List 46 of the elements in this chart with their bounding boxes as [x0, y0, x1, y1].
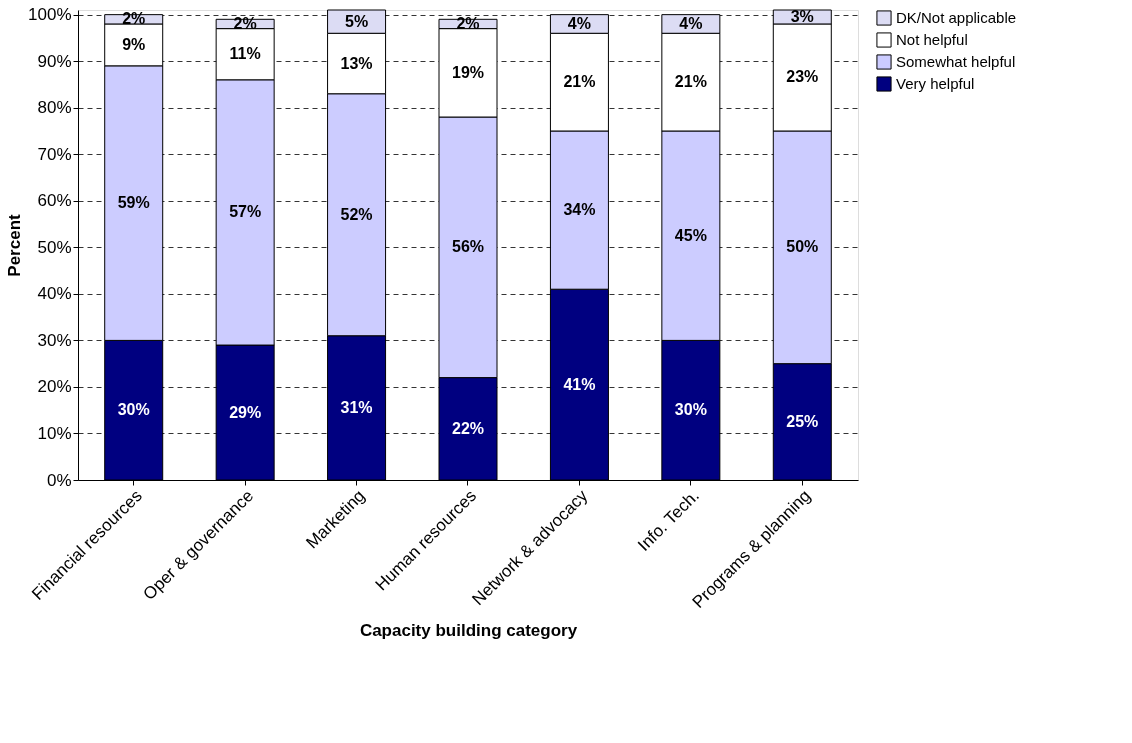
- y-tick-label: 0%: [46, 470, 72, 490]
- data-label: 22%: [451, 419, 485, 437]
- data-label: 57%: [229, 203, 262, 221]
- data-label: 21%: [563, 73, 596, 91]
- legend-label: DK/Not applicable: [896, 9, 1017, 26]
- y-tick-label: 30%: [37, 330, 72, 350]
- data-label: 11%: [229, 45, 261, 63]
- legend-label: Somewhat helpful: [896, 53, 1016, 70]
- data-label: 59%: [117, 194, 150, 212]
- data-label: 21%: [674, 73, 707, 91]
- y-tick-label: 10%: [37, 423, 72, 443]
- data-label: 41%: [563, 375, 596, 393]
- data-label: 52%: [340, 205, 373, 223]
- data-label: 4%: [567, 14, 591, 32]
- y-tick-label: 100%: [28, 5, 72, 25]
- data-label: 4%: [679, 14, 703, 32]
- data-label: 50%: [786, 238, 819, 256]
- y-tick-label: 90%: [37, 51, 72, 71]
- y-tick-label: 50%: [37, 237, 72, 257]
- y-tick-label: 70%: [37, 144, 72, 164]
- y-tick-label: 80%: [37, 98, 72, 118]
- y-tick-label: 20%: [37, 377, 72, 397]
- y-tick-label: 60%: [37, 191, 72, 211]
- legend-label: Not helpful: [896, 31, 968, 48]
- data-label: 2%: [233, 14, 257, 32]
- data-label: 56%: [451, 238, 485, 256]
- legend-label: Very helpful: [896, 75, 975, 92]
- y-tick-label: 40%: [37, 284, 72, 304]
- data-label: 25%: [786, 412, 819, 430]
- data-label: 19%: [451, 63, 485, 81]
- data-label: 5%: [345, 12, 369, 30]
- data-label: 13%: [340, 54, 373, 72]
- x-tick-label: Info. Tech.: [634, 486, 703, 555]
- data-label: 30%: [674, 401, 707, 419]
- data-label: 23%: [786, 68, 819, 86]
- data-label: 30%: [117, 401, 150, 419]
- data-label: 45%: [674, 226, 707, 244]
- data-label: 9%: [122, 35, 146, 53]
- data-label: 34%: [563, 201, 596, 219]
- data-label: 2%: [122, 10, 146, 28]
- x-axis-title: Capacity building category: [359, 621, 578, 641]
- data-label: 2%: [456, 14, 480, 32]
- data-label: 31%: [340, 398, 373, 416]
- y-axis-title: Percent: [5, 213, 25, 277]
- data-label: 29%: [229, 403, 262, 421]
- data-label: 3%: [790, 7, 814, 25]
